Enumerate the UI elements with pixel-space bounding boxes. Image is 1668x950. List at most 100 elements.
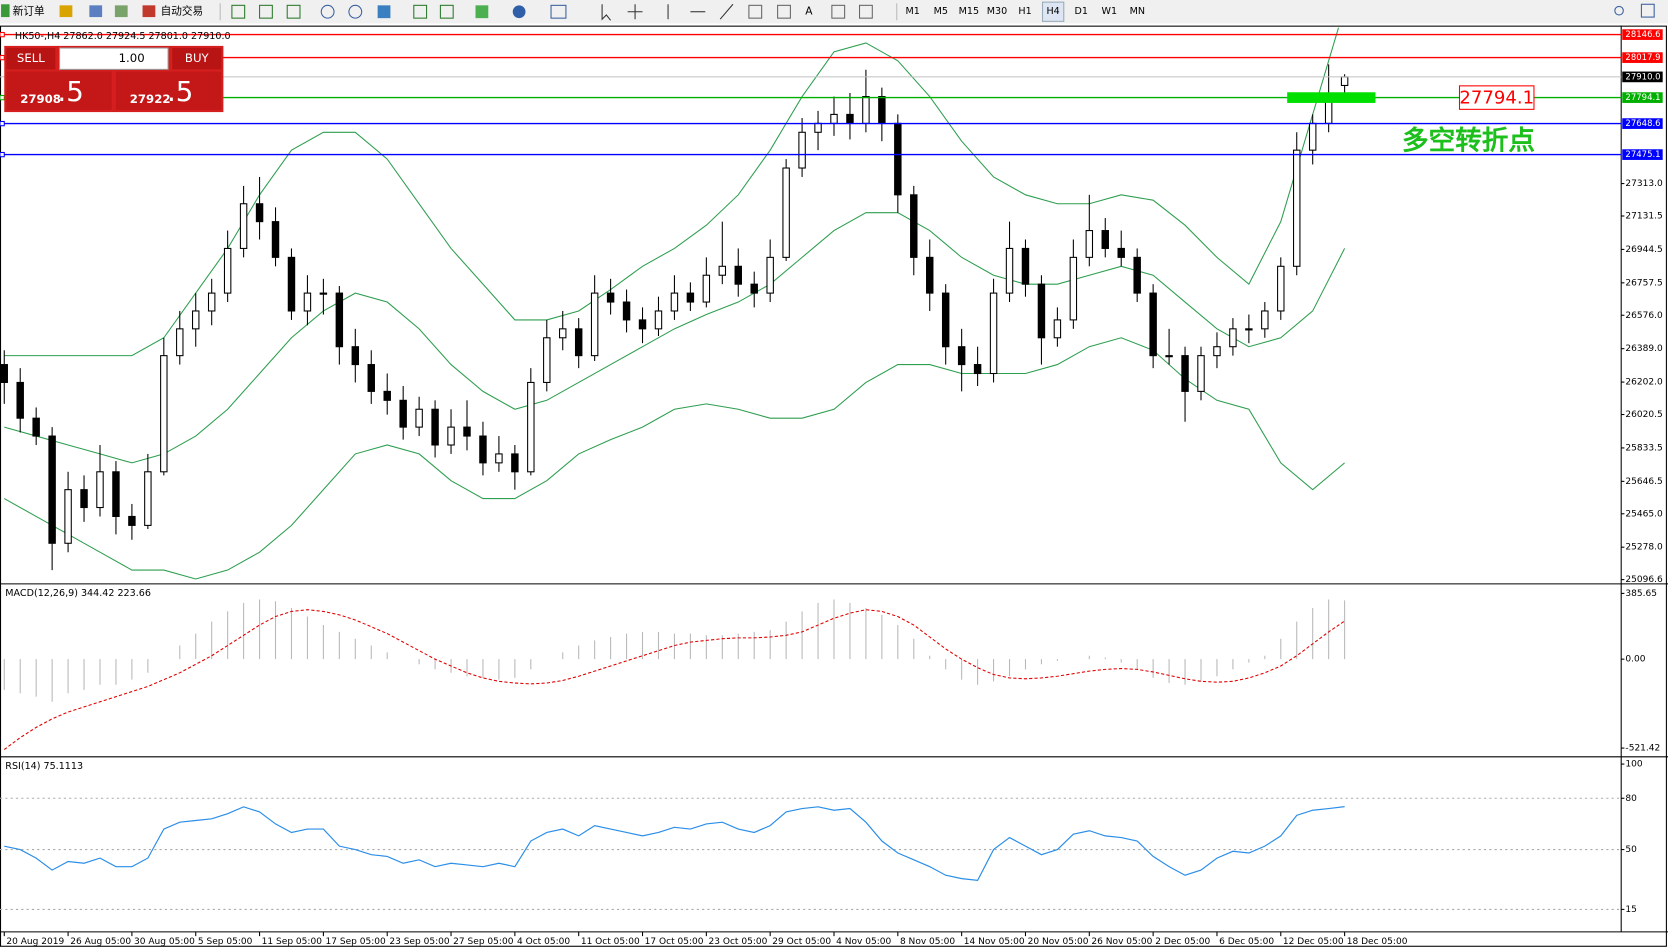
candle-body <box>479 435 487 464</box>
icon[interactable] <box>550 4 567 19</box>
candle-body <box>718 265 727 276</box>
ask-box[interactable] <box>115 71 222 110</box>
candle-body <box>207 292 216 312</box>
x-tick-label: 26 Aug 05:00 <box>70 937 131 947</box>
x-tick-label: 11 Oct 05:00 <box>581 937 640 947</box>
candle-body <box>846 113 854 124</box>
price-line-marker <box>0 151 5 158</box>
timeframe[interactable]: M1 <box>906 6 920 17</box>
timeframe[interactable]: M5 <box>934 6 948 17</box>
x-tick-label: 23 Sep 05:00 <box>389 937 450 947</box>
x-tick-label: 4 Oct 05:00 <box>517 937 570 947</box>
candle-body <box>96 471 104 509</box>
candle-body <box>750 283 758 294</box>
y-tick-label: 27131.5 <box>1625 211 1662 221</box>
macd-header: MACD(12,26,9) 344.42 223.66 <box>5 588 151 599</box>
candle-body <box>1213 346 1221 357</box>
zoom-in[interactable] <box>320 4 335 19</box>
icon[interactable] <box>1640 3 1655 18</box>
ask-price[interactable]: 27922 <box>130 92 171 106</box>
main-panel: 27313.0 27131.5 26944.5 26757.5 26576.0 26389… <box>0 27 1663 947</box>
candle-body <box>782 167 790 258</box>
x-tick-label: 27 Sep 05:00 <box>453 937 514 947</box>
lot-value[interactable]: 1.00 <box>119 51 145 65</box>
zoom-out[interactable] <box>348 4 363 19</box>
y-tick-label: 26944.5 <box>1625 245 1662 255</box>
candle-body <box>926 256 934 294</box>
x-tick-label: 20 Nov 05:00 <box>1028 937 1089 947</box>
buy-button[interactable] <box>172 48 222 70</box>
candle-body <box>1165 355 1173 358</box>
buy-label[interactable]: BUY <box>185 51 210 65</box>
bid-price[interactable]: 27908 <box>20 92 61 106</box>
active-timeframe <box>1041 1 1065 22</box>
bid-box[interactable] <box>6 71 112 110</box>
price-line-label: 28017.9 <box>1625 53 1660 63</box>
new-order[interactable]: 新订单 <box>13 5 45 18</box>
candle-body <box>64 489 72 544</box>
candle-body <box>574 328 583 357</box>
icon[interactable] <box>512 5 526 19</box>
y-tick-label: -521.42 <box>1625 744 1660 754</box>
candle-body <box>1229 328 1237 348</box>
x-tick-label: 23 Oct 05:00 <box>708 937 767 947</box>
cursor-tool[interactable] <box>601 4 612 21</box>
candle-body <box>271 221 280 258</box>
timeframes: M1 M5 M15 M30 H1 H4 D1 W1 MN <box>906 6 1146 17</box>
candle-body <box>48 435 56 544</box>
timeframe[interactable]: D1 <box>1074 6 1087 17</box>
candle-body <box>144 471 152 526</box>
timeframe[interactable]: W1 <box>1102 6 1118 17</box>
bid-pips[interactable]: .5 <box>57 75 83 108</box>
candle-body <box>128 515 136 526</box>
y-tick-label: 100 <box>1625 760 1642 770</box>
icon[interactable] <box>89 5 103 18</box>
icon[interactable] <box>59 5 73 18</box>
candle-body <box>287 256 296 312</box>
candle-body <box>431 408 439 446</box>
auto-trading[interactable]: 自动交易 <box>161 5 203 18</box>
trend-tool[interactable] <box>719 3 734 20</box>
candle-body <box>303 292 312 312</box>
icon[interactable] <box>439 4 454 19</box>
icon[interactable] <box>777 4 791 19</box>
timeframe[interactable]: M15 <box>959 6 979 17</box>
icon[interactable] <box>259 4 273 19</box>
icon[interactable] <box>142 5 156 18</box>
bollinger-middle <box>4 212 1346 464</box>
candle-body <box>798 131 806 169</box>
candle-body <box>1085 230 1094 258</box>
crosshair-tool[interactable] <box>627 4 643 20</box>
annotation-box <box>1458 85 1535 110</box>
search[interactable] <box>1614 5 1624 16</box>
candle-body <box>1133 256 1141 294</box>
sell-label[interactable]: SELL <box>17 51 45 65</box>
timeframe[interactable]: M30 <box>987 6 1007 17</box>
icon[interactable] <box>831 4 846 19</box>
text-tool[interactable]: A <box>805 5 813 18</box>
candle-body <box>0 364 8 383</box>
icon[interactable] <box>377 5 391 19</box>
icon[interactable] <box>475 5 489 19</box>
timeframe[interactable]: H4 <box>1047 6 1060 17</box>
timeframe[interactable]: H1 <box>1018 6 1031 17</box>
timeframe[interactable]: MN <box>1130 6 1145 17</box>
candle-body <box>830 113 838 124</box>
icon[interactable] <box>231 4 246 19</box>
candle-body <box>606 292 615 303</box>
candle-body <box>463 426 471 437</box>
sell-button[interactable] <box>6 48 56 70</box>
one-click-panel: SELL 1.00 BUY 27908 .5 27922 .5 <box>4 45 224 113</box>
x-tick-label: 29 Oct 05:00 <box>772 937 831 947</box>
icon[interactable] <box>413 4 428 19</box>
candle-body <box>447 426 455 446</box>
lot-input[interactable] <box>59 47 169 70</box>
icon[interactable] <box>286 4 301 19</box>
bollinger-lower <box>3 337 1345 580</box>
x-tick-label: 8 Nov 05:00 <box>900 937 955 947</box>
x-tick-label: 20 Aug 2019 <box>6 937 64 947</box>
icon[interactable] <box>748 4 763 19</box>
icon[interactable] <box>114 5 128 18</box>
ask-pips[interactable]: .5 <box>167 75 193 108</box>
icon[interactable] <box>858 4 873 19</box>
